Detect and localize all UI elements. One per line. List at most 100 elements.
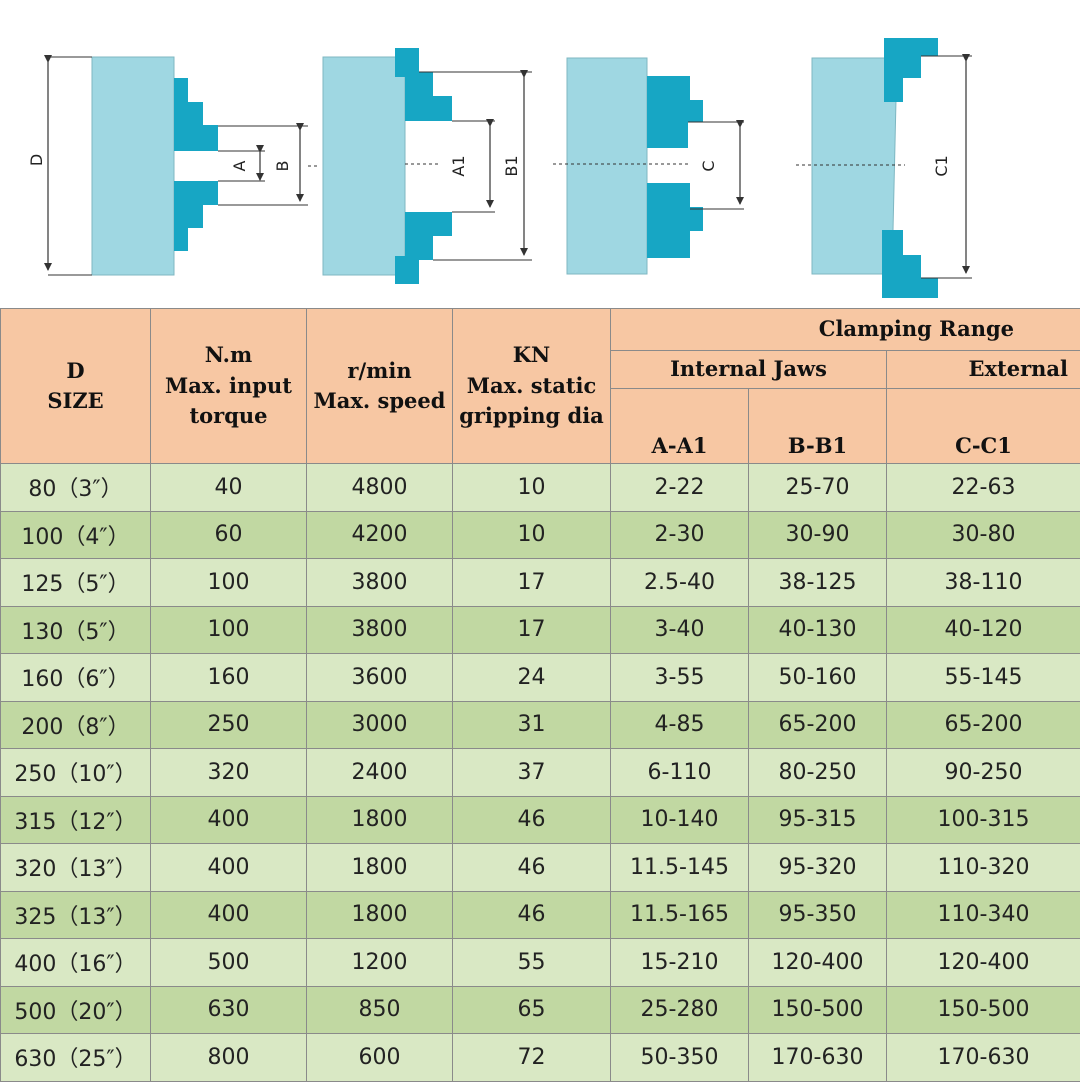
- header-torque-line1: N.m: [151, 340, 306, 370]
- cell-speed: 1800: [307, 891, 453, 939]
- cell-size: 200（8″）: [1, 701, 151, 749]
- cell-speed: 1800: [307, 844, 453, 892]
- header-torque: N.m Max. input torque: [151, 309, 307, 464]
- cell-gripping-force: 46: [453, 844, 611, 892]
- chuck-body: [567, 58, 647, 274]
- cell-range-b-b1: 150-500: [749, 986, 887, 1034]
- figure-internal-jaws-a-b: D A B: [27, 57, 318, 275]
- cell-range-a-a1: 2.5-40: [611, 559, 749, 607]
- cell-range-a-a1: 6-110: [611, 749, 749, 797]
- jaw-upper: [884, 38, 938, 102]
- cell-gripping-force: 10: [453, 464, 611, 512]
- cell-gripping-force: 55: [453, 939, 611, 987]
- cell-range-b-b1: 120-400: [749, 939, 887, 987]
- cell-range-c-c1: 100-315: [887, 796, 1080, 844]
- figure-external-jaws-c: C: [553, 58, 744, 274]
- header-grip-line1: KN: [453, 340, 610, 370]
- cell-speed: 850: [307, 986, 453, 1034]
- cell-gripping-force: 72: [453, 1034, 611, 1082]
- cell-range-a-a1: 2-30: [611, 511, 749, 559]
- cell-torque: 400: [151, 844, 307, 892]
- cell-range-c-c1: 22-63: [887, 464, 1080, 512]
- cell-size: 325（13″）: [1, 891, 151, 939]
- cell-range-b-b1: 95-315: [749, 796, 887, 844]
- cell-range-c-c1: 30-80: [887, 511, 1080, 559]
- cell-torque: 100: [151, 559, 307, 607]
- cell-range-a-a1: 3-40: [611, 606, 749, 654]
- cell-gripping-force: 46: [453, 891, 611, 939]
- header-speed-line2: Max. speed: [307, 386, 452, 416]
- figure-external-jaws-c1: C1: [796, 38, 972, 298]
- cell-range-c-c1: 65-200: [887, 701, 1080, 749]
- header-speed-line1: r/min: [307, 356, 452, 386]
- chuck-body: [92, 57, 174, 275]
- cell-range-c-c1: 110-340: [887, 891, 1080, 939]
- cell-range-b-b1: 25-70: [749, 464, 887, 512]
- cell-size: 100（4″）: [1, 511, 151, 559]
- dim-label-c: C: [699, 160, 718, 171]
- dim-label-b: B: [273, 161, 292, 172]
- cell-speed: 3000: [307, 701, 453, 749]
- cell-gripping-force: 24: [453, 654, 611, 702]
- cell-size: 320（13″）: [1, 844, 151, 892]
- figure-internal-jaws-a1-b1: A1 B1: [323, 48, 532, 284]
- cell-gripping-force: 17: [453, 559, 611, 607]
- jaw-upper: [647, 76, 703, 148]
- cell-size: 630（25″）: [1, 1034, 151, 1082]
- header-b-b1: B-B1: [749, 389, 887, 464]
- header-c-c1: C-C1: [887, 389, 1080, 464]
- cell-size: 125（5″）: [1, 559, 151, 607]
- header-speed: r/min Max. speed: [307, 309, 453, 464]
- chuck-spec-table: D SIZE N.m Max. input torque r/min Max. …: [0, 308, 1080, 1082]
- dim-label-d: D: [27, 154, 46, 166]
- cell-range-b-b1: 80-250: [749, 749, 887, 797]
- cell-speed: 3600: [307, 654, 453, 702]
- cell-speed: 1800: [307, 796, 453, 844]
- cell-range-b-b1: 38-125: [749, 559, 887, 607]
- cell-range-c-c1: 120-400: [887, 939, 1080, 987]
- cell-range-a-a1: 15-210: [611, 939, 749, 987]
- dim-label-c1: C1: [932, 155, 951, 176]
- cell-range-a-a1: 25-280: [611, 986, 749, 1034]
- cell-size: 250（10″）: [1, 749, 151, 797]
- cell-range-c-c1: 40-120: [887, 606, 1080, 654]
- cell-gripping-force: 37: [453, 749, 611, 797]
- cell-range-c-c1: 38-110: [887, 559, 1080, 607]
- cell-range-a-a1: 10-140: [611, 796, 749, 844]
- cell-range-a-a1: 11.5-145: [611, 844, 749, 892]
- cell-torque: 320: [151, 749, 307, 797]
- header-clamping-range: Clamping Range: [611, 309, 1080, 351]
- cell-range-c-c1: 55-145: [887, 654, 1080, 702]
- header-torque-line2: Max. input: [151, 371, 306, 401]
- cell-speed: 600: [307, 1034, 453, 1082]
- cell-torque: 100: [151, 606, 307, 654]
- jaw-lower: [882, 230, 938, 298]
- cell-size: 500（20″）: [1, 986, 151, 1034]
- dim-label-a: A: [230, 160, 249, 171]
- cell-speed: 4800: [307, 464, 453, 512]
- cell-range-c-c1: 110-320: [887, 844, 1080, 892]
- cell-speed: 2400: [307, 749, 453, 797]
- dim-label-a1: A1: [449, 155, 468, 176]
- cell-torque: 400: [151, 891, 307, 939]
- cell-gripping-force: 46: [453, 796, 611, 844]
- header-external: External: [887, 351, 1080, 389]
- cell-range-a-a1: 3-55: [611, 654, 749, 702]
- jaw-lower: [647, 183, 703, 258]
- cell-torque: 160: [151, 654, 307, 702]
- dim-label-b1: B1: [502, 155, 521, 176]
- cell-range-a-a1: 2-22: [611, 464, 749, 512]
- cell-range-a-a1: 50-350: [611, 1034, 749, 1082]
- header-internal-jaws: Internal Jaws: [611, 351, 887, 389]
